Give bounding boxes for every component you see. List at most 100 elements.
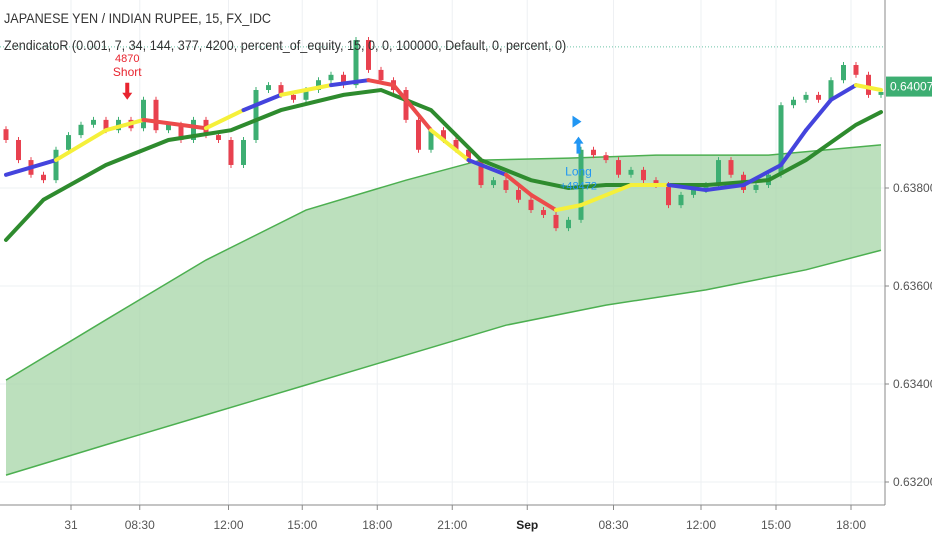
candle <box>503 180 509 190</box>
last-price-badge <box>886 76 932 97</box>
band-lower-line <box>5 249 882 476</box>
candle <box>753 185 759 190</box>
candle <box>441 130 446 140</box>
candle <box>528 199 534 211</box>
candle <box>666 185 671 206</box>
fast-ma-segment <box>104 117 146 133</box>
candle <box>291 94 296 100</box>
candle <box>678 194 684 206</box>
band-upper-line <box>5 144 882 381</box>
time-tick-label: Sep <box>516 518 538 532</box>
fast-ma-segment <box>804 97 833 133</box>
candle <box>41 174 46 181</box>
time-tick-label: 18:00 <box>362 518 392 532</box>
fast-ma-segment <box>854 83 883 92</box>
candle <box>603 155 609 161</box>
time-tick-label: 12:00 <box>213 518 243 532</box>
candle <box>803 94 809 100</box>
candle <box>628 169 634 175</box>
candle <box>716 160 721 186</box>
fast-ma-segment <box>579 183 633 208</box>
candle <box>216 135 221 140</box>
candle <box>78 124 84 136</box>
candle <box>428 130 434 150</box>
candle <box>316 80 321 90</box>
candle <box>16 139 21 161</box>
candle <box>266 85 271 90</box>
candle <box>591 149 596 156</box>
fast-ma-segment <box>391 83 408 102</box>
signal-marker-icon <box>572 115 582 128</box>
time-tick-label: 08:30 <box>598 518 628 532</box>
fast-ma-segment <box>779 128 808 167</box>
fast-ma-segment <box>829 83 858 102</box>
candle <box>878 91 884 95</box>
candle <box>241 139 246 165</box>
candle <box>453 139 459 150</box>
candle <box>378 69 384 81</box>
candle <box>353 40 359 86</box>
candle <box>253 90 259 140</box>
candle <box>691 189 696 195</box>
time-tick-label: 15:00 <box>761 518 791 532</box>
time-tick-label: 18:00 <box>836 518 866 532</box>
candle <box>228 139 234 165</box>
signal-amount: +48472 <box>560 181 597 193</box>
fast-ma-segment <box>741 162 783 188</box>
fast-ma-segment <box>554 203 583 213</box>
candle <box>91 119 96 125</box>
study-legend[interactable]: ZendicatoR (0.001, 7, 34, 144, 377, 4200… <box>4 37 567 53</box>
time-tick-label: 12:00 <box>686 518 716 532</box>
candle <box>478 160 484 186</box>
fast-ma-segment <box>704 183 746 192</box>
candle <box>728 160 734 175</box>
fast-ma-segment <box>54 128 108 163</box>
time-tick-label: 31 <box>64 518 78 532</box>
long-arrow-icon <box>573 136 584 154</box>
candle <box>303 90 309 100</box>
candle <box>403 90 409 120</box>
fast-ma-segment <box>204 108 246 131</box>
time-tick-label: 15:00 <box>287 518 317 532</box>
candle <box>153 99 159 131</box>
candle <box>616 160 621 175</box>
candle <box>416 119 421 150</box>
candle <box>366 40 371 70</box>
candle <box>191 119 196 140</box>
candle <box>141 99 146 129</box>
candle <box>828 80 834 100</box>
candle <box>178 124 184 140</box>
short-arrow-icon <box>122 82 133 100</box>
fast-ma-segment <box>429 128 471 163</box>
fast-ma-segment <box>366 78 396 88</box>
candle <box>516 189 521 200</box>
candle <box>866 74 871 95</box>
candle <box>791 99 796 106</box>
signal-amount: 4870 <box>115 53 139 65</box>
fast-ma-segment <box>666 183 708 192</box>
candle <box>3 129 9 140</box>
fast-ma-segment <box>141 117 208 131</box>
fast-ma-segment <box>529 192 558 213</box>
fast-ma-segment <box>466 158 508 177</box>
fast-ma-segment <box>329 78 371 88</box>
candle <box>466 149 471 161</box>
slow-ma-line <box>4 87 883 242</box>
candle <box>778 105 784 175</box>
candle <box>816 94 821 100</box>
candle <box>341 74 346 86</box>
candle <box>578 149 584 220</box>
fast-ma-segment <box>504 172 533 197</box>
price-tick-label: 0.63200 <box>893 475 932 489</box>
candle <box>103 119 109 131</box>
candle <box>278 85 284 95</box>
signal-label: Long <box>565 165 592 179</box>
fast-ma-segment <box>241 92 283 113</box>
time-tick-label: 21:00 <box>437 518 467 532</box>
candle <box>841 65 846 81</box>
fast-ma-segment <box>4 158 58 177</box>
